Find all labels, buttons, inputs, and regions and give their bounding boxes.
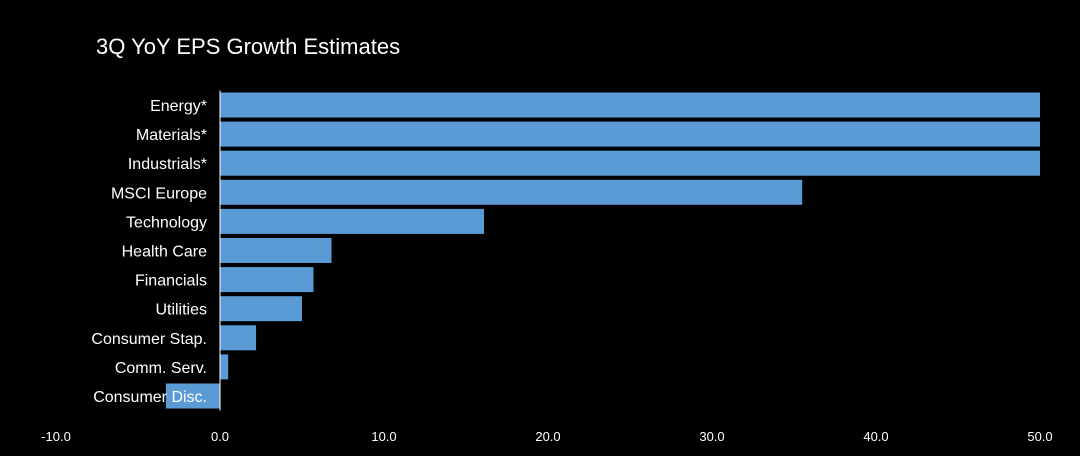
bar-8 xyxy=(220,325,257,351)
bar-10 xyxy=(165,383,220,409)
bar-4 xyxy=(220,208,485,234)
bar-0 xyxy=(220,92,1040,118)
chart-title: 3Q YoY EPS Growth Estimates xyxy=(96,34,401,59)
category-label: MSCI Europe xyxy=(111,185,207,202)
x-tick-label: 50.0 xyxy=(1027,429,1052,444)
category-label: Industrials* xyxy=(128,156,207,173)
category-label: Utilities xyxy=(155,302,207,319)
category-label: Materials* xyxy=(136,127,207,144)
x-tick-label: -10.0 xyxy=(41,429,71,444)
category-label: Consumer Disc. xyxy=(93,389,207,406)
bar-5 xyxy=(220,238,332,263)
category-label: Financials xyxy=(135,273,207,290)
bar-6 xyxy=(220,267,314,293)
bar-3 xyxy=(220,179,803,205)
bar-1 xyxy=(220,121,1040,147)
bar-2 xyxy=(220,150,1040,176)
x-tick-labels: -10.0 0.0 10.0 20.0 30.0 40.0 50.0 xyxy=(41,429,1052,444)
x-tick-label: 0.0 xyxy=(211,429,229,444)
bar-7 xyxy=(220,296,302,322)
category-label: Comm. Serv. xyxy=(115,360,207,377)
category-labels: Energy* Materials* Industrials* MSCI Europe… xyxy=(91,98,207,406)
x-tick-label: 20.0 xyxy=(535,429,560,444)
category-label: Energy* xyxy=(150,98,207,115)
bar-9 xyxy=(220,354,229,380)
x-tick-label: 10.0 xyxy=(371,429,396,444)
x-tick-label: 30.0 xyxy=(699,429,724,444)
category-label: Technology xyxy=(126,214,207,231)
category-label: Consumer Stap. xyxy=(91,331,207,348)
category-label: Health Care xyxy=(122,244,207,261)
bars-layer xyxy=(165,92,1040,409)
x-tick-label: 40.0 xyxy=(863,429,888,444)
